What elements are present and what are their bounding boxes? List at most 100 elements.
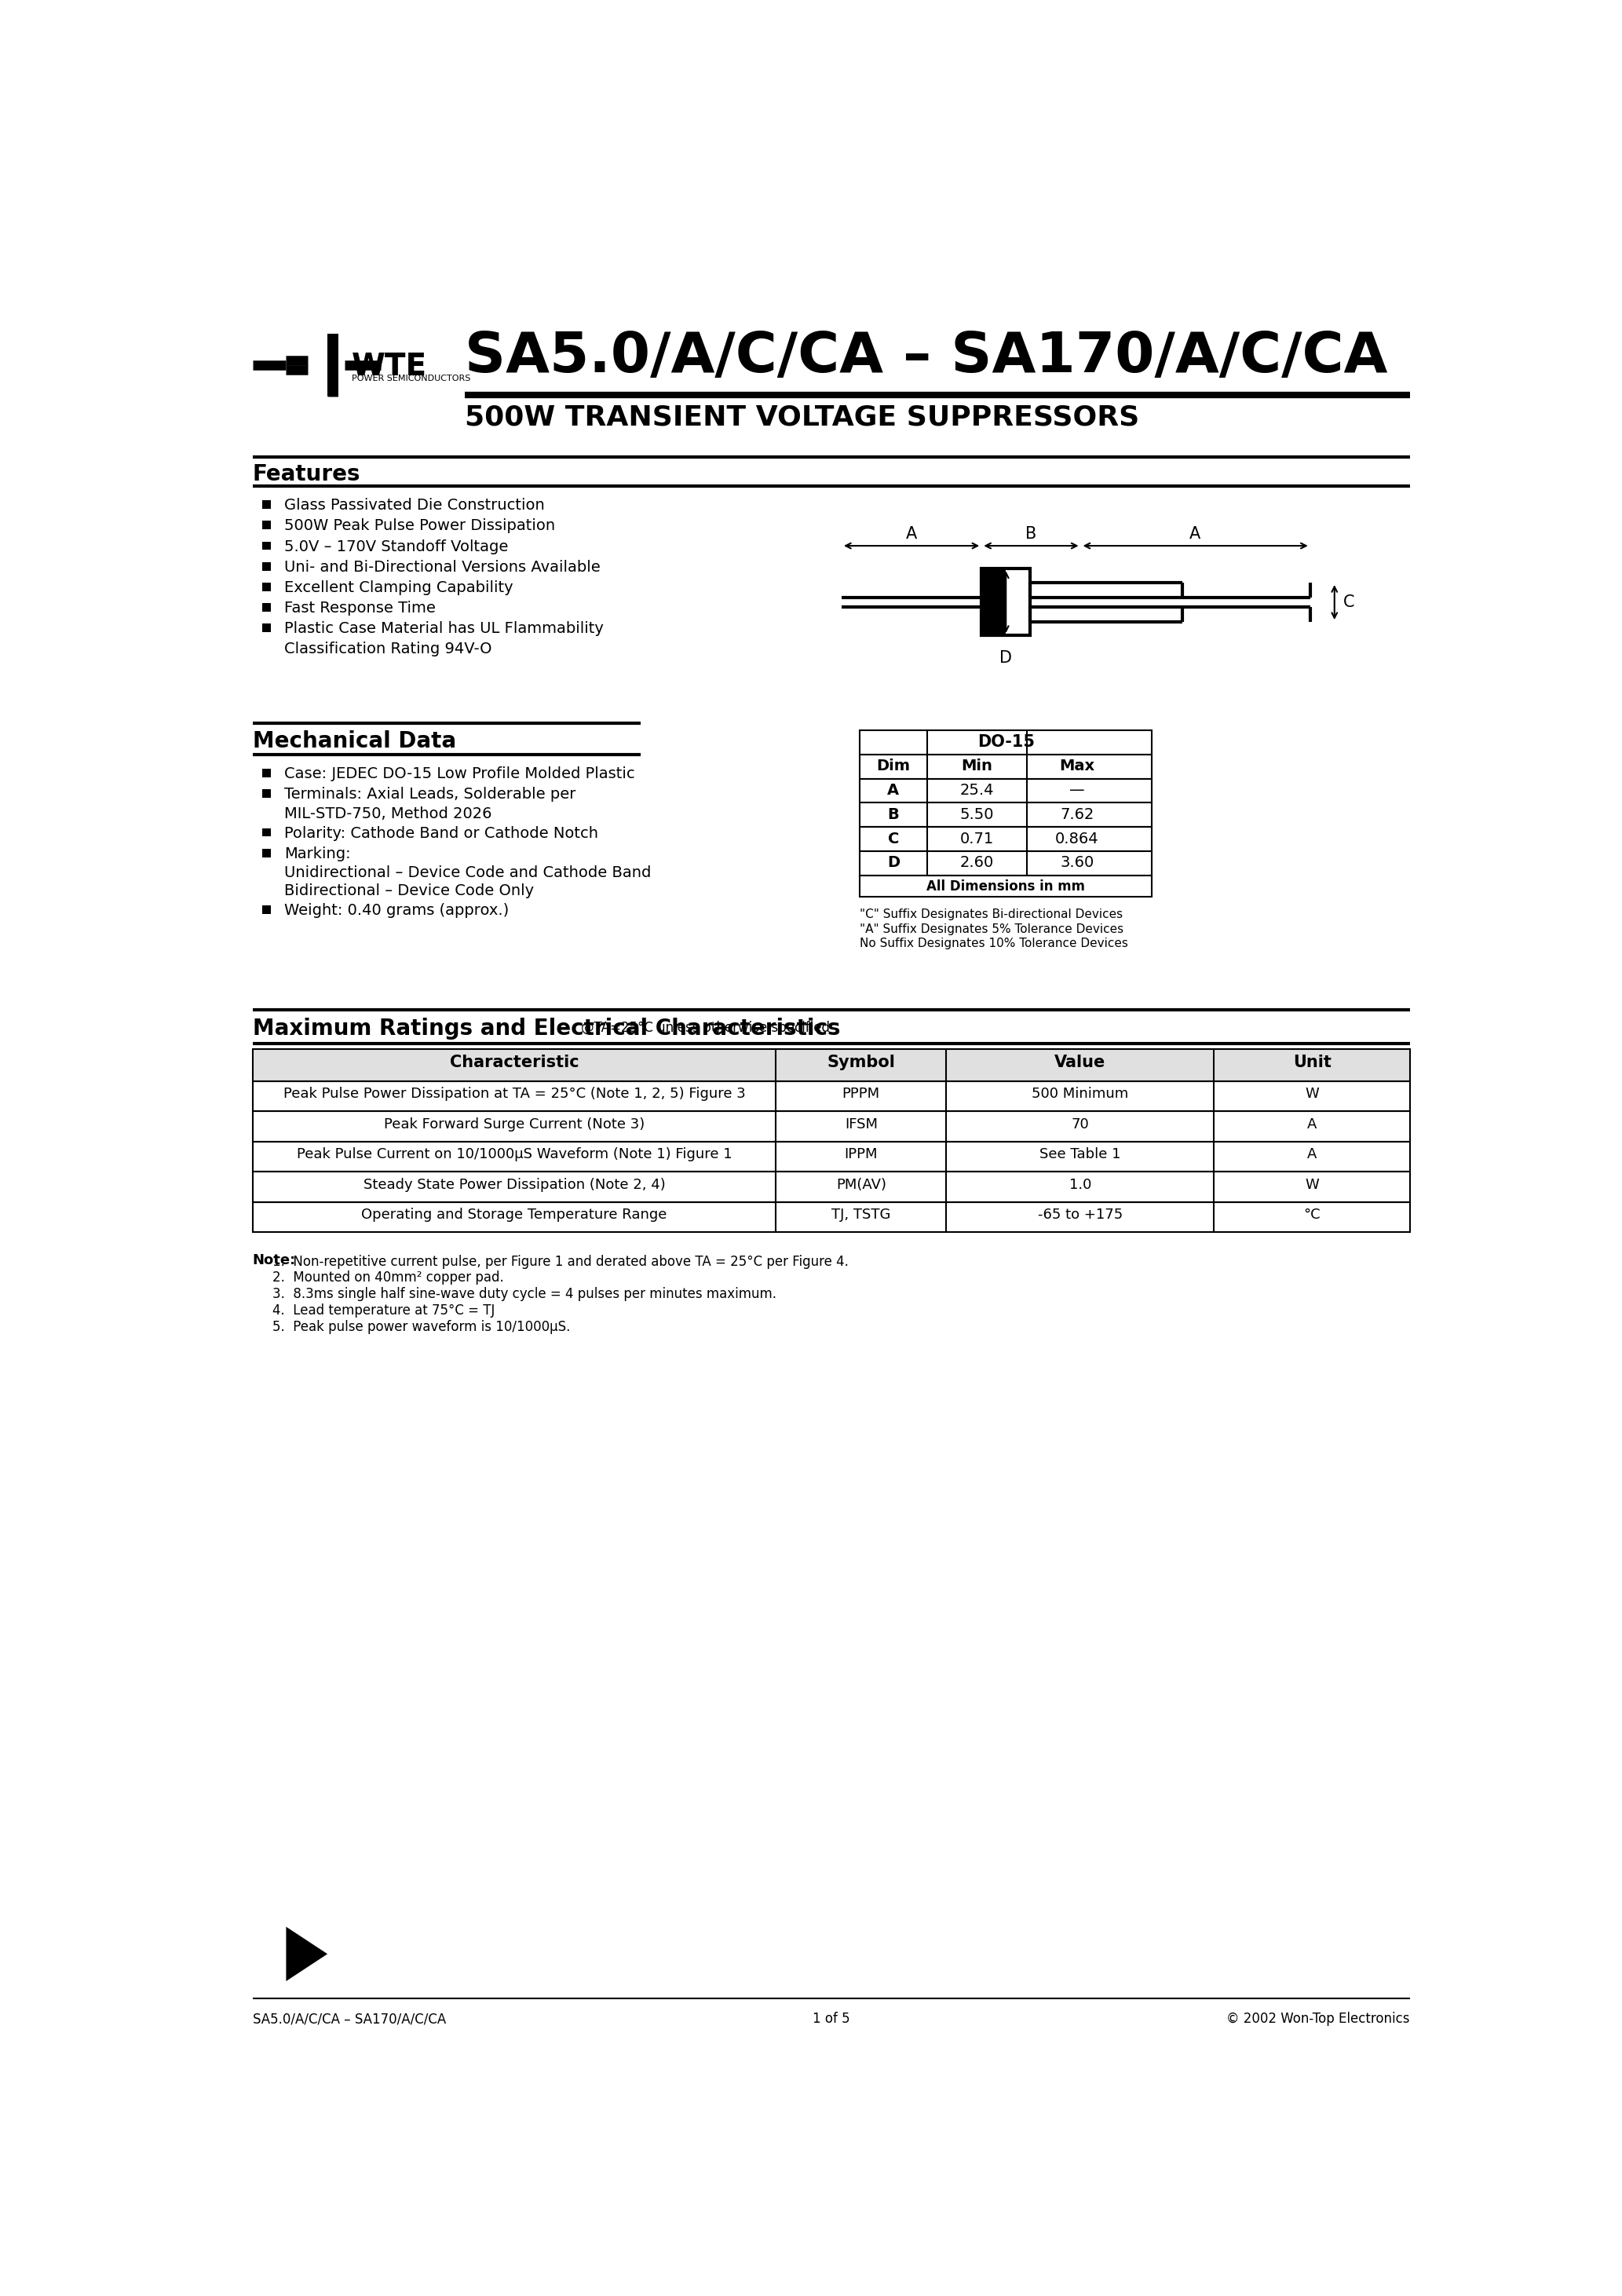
Text: Dim: Dim <box>876 758 910 774</box>
Text: °C: °C <box>1304 1208 1320 1221</box>
Text: Polarity: Cathode Band or Cathode Notch: Polarity: Cathode Band or Cathode Notch <box>284 827 599 840</box>
Text: Steady State Power Dissipation (Note 2, 4): Steady State Power Dissipation (Note 2, … <box>363 1178 665 1192</box>
Text: C: C <box>887 831 899 847</box>
Text: Marking:: Marking: <box>284 847 350 861</box>
Bar <box>860 852 1152 875</box>
Bar <box>263 542 271 551</box>
Text: —: — <box>1069 783 1085 797</box>
Text: -65 to +175: -65 to +175 <box>1038 1208 1122 1221</box>
Text: No Suffix Designates 10% Tolerance Devices: No Suffix Designates 10% Tolerance Devic… <box>860 937 1129 948</box>
Text: PM(AV): PM(AV) <box>835 1178 886 1192</box>
Bar <box>860 730 1152 755</box>
Text: Fast Response Time: Fast Response Time <box>284 602 436 615</box>
Text: 1 of 5: 1 of 5 <box>813 2011 850 2025</box>
Text: W: W <box>1306 1086 1319 1102</box>
Bar <box>263 625 271 631</box>
Bar <box>253 1049 1410 1081</box>
Bar <box>860 827 1152 852</box>
Text: WTE: WTE <box>352 351 427 381</box>
Bar <box>263 583 271 590</box>
Text: Value: Value <box>1054 1054 1106 1070</box>
Text: A: A <box>1307 1148 1317 1162</box>
Bar <box>860 804 1152 827</box>
Text: Peak Pulse Power Dissipation at TA = 25°C (Note 1, 2, 5) Figure 3: Peak Pulse Power Dissipation at TA = 25°… <box>284 1086 746 1102</box>
Text: Classification Rating 94V-O: Classification Rating 94V-O <box>284 643 491 657</box>
Bar <box>263 521 271 530</box>
Text: Unidirectional – Device Code and Cathode Band: Unidirectional – Device Code and Cathode… <box>284 866 650 882</box>
Text: Plastic Case Material has UL Flammability: Plastic Case Material has UL Flammabilit… <box>284 622 603 636</box>
Text: SA5.0/A/C/CA – SA170/A/C/CA: SA5.0/A/C/CA – SA170/A/C/CA <box>253 2011 446 2025</box>
Polygon shape <box>285 1926 328 1981</box>
Text: 7.62: 7.62 <box>1061 806 1095 822</box>
Text: @TA=25°C unless otherwise specified: @TA=25°C unless otherwise specified <box>581 1022 829 1035</box>
Bar <box>263 790 271 799</box>
Bar <box>263 829 271 836</box>
Text: IFSM: IFSM <box>845 1118 878 1132</box>
Text: 500W Peak Pulse Power Dissipation: 500W Peak Pulse Power Dissipation <box>284 519 555 533</box>
Text: Weight: 0.40 grams (approx.): Weight: 0.40 grams (approx.) <box>284 902 509 918</box>
Text: SA5.0/A/C/CA – SA170/A/C/CA: SA5.0/A/C/CA – SA170/A/C/CA <box>464 331 1387 383</box>
Text: Terminals: Axial Leads, Solderable per: Terminals: Axial Leads, Solderable per <box>284 788 576 801</box>
Text: D: D <box>887 856 900 870</box>
Text: © 2002 Won-Top Electronics: © 2002 Won-Top Electronics <box>1226 2011 1410 2025</box>
Bar <box>981 569 1006 636</box>
Text: Case: JEDEC DO-15 Low Profile Molded Plastic: Case: JEDEC DO-15 Low Profile Molded Pla… <box>284 767 634 781</box>
Text: 4.  Lead temperature at 75°C = TJ: 4. Lead temperature at 75°C = TJ <box>272 1304 495 1318</box>
Bar <box>263 850 271 856</box>
Text: Uni- and Bi-Directional Versions Available: Uni- and Bi-Directional Versions Availab… <box>284 560 600 574</box>
Bar <box>860 755 1152 778</box>
Text: Peak Pulse Current on 10/1000μS Waveform (Note 1) Figure 1: Peak Pulse Current on 10/1000μS Waveform… <box>297 1148 732 1162</box>
Text: A: A <box>1307 1118 1317 1132</box>
Text: Features: Features <box>253 464 360 484</box>
Text: 5.  Peak pulse power waveform is 10/1000μS.: 5. Peak pulse power waveform is 10/1000μ… <box>272 1320 569 1334</box>
Text: 500W TRANSIENT VOLTAGE SUPPRESSORS: 500W TRANSIENT VOLTAGE SUPPRESSORS <box>464 404 1139 429</box>
Text: Maximum Ratings and Electrical Characteristics: Maximum Ratings and Electrical Character… <box>253 1017 840 1040</box>
Text: "C" Suffix Designates Bi-directional Devices: "C" Suffix Designates Bi-directional Dev… <box>860 909 1122 921</box>
Text: 5.50: 5.50 <box>960 806 994 822</box>
Text: 70: 70 <box>1071 1118 1088 1132</box>
Text: 0.864: 0.864 <box>1056 831 1100 847</box>
Text: C: C <box>1343 595 1354 611</box>
Bar <box>253 1171 1410 1201</box>
Text: Operating and Storage Temperature Range: Operating and Storage Temperature Range <box>362 1208 667 1221</box>
Text: Excellent Clamping Capability: Excellent Clamping Capability <box>284 581 513 595</box>
Bar <box>263 905 271 914</box>
Text: MIL-STD-750, Method 2026: MIL-STD-750, Method 2026 <box>284 806 491 822</box>
Bar <box>253 1111 1410 1141</box>
Bar <box>253 1049 1410 1081</box>
Text: 1.  Non-repetitive current pulse, per Figure 1 and derated above TA = 25°C per F: 1. Non-repetitive current pulse, per Fig… <box>272 1254 848 1267</box>
Text: Mechanical Data: Mechanical Data <box>253 730 456 753</box>
Bar <box>253 1141 1410 1171</box>
Text: 3.  8.3ms single half sine-wave duty cycle = 4 pulses per minutes maximum.: 3. 8.3ms single half sine-wave duty cycl… <box>272 1288 777 1302</box>
Text: Note:: Note: <box>253 1254 297 1267</box>
Text: Symbol: Symbol <box>827 1054 895 1070</box>
Text: B: B <box>1025 526 1036 542</box>
Bar <box>263 769 271 778</box>
Text: 5.0V – 170V Standoff Voltage: 5.0V – 170V Standoff Voltage <box>284 540 508 553</box>
Text: Glass Passivated Die Construction: Glass Passivated Die Construction <box>284 498 545 512</box>
Bar <box>253 1081 1410 1111</box>
Bar <box>263 501 271 510</box>
Text: 1.0: 1.0 <box>1069 1178 1092 1192</box>
Text: Characteristic: Characteristic <box>449 1054 579 1070</box>
Text: Max: Max <box>1059 758 1095 774</box>
Text: A: A <box>887 783 899 797</box>
Text: POWER SEMICONDUCTORS: POWER SEMICONDUCTORS <box>352 374 470 383</box>
Text: A: A <box>907 526 916 542</box>
Text: "A" Suffix Designates 5% Tolerance Devices: "A" Suffix Designates 5% Tolerance Devic… <box>860 923 1124 934</box>
Text: Min: Min <box>962 758 993 774</box>
Text: Peak Forward Surge Current (Note 3): Peak Forward Surge Current (Note 3) <box>384 1118 644 1132</box>
Text: W: W <box>1306 1178 1319 1192</box>
Text: IPPM: IPPM <box>845 1148 878 1162</box>
Bar <box>860 778 1152 804</box>
Text: All Dimensions in mm: All Dimensions in mm <box>926 879 1085 893</box>
Text: B: B <box>887 806 899 822</box>
Text: 25.4: 25.4 <box>960 783 994 797</box>
Bar <box>981 569 1030 636</box>
Bar <box>263 604 271 611</box>
Bar <box>253 1201 1410 1233</box>
Text: 2.  Mounted on 40mm² copper pad.: 2. Mounted on 40mm² copper pad. <box>272 1270 503 1286</box>
Text: PPPM: PPPM <box>842 1086 881 1102</box>
Bar <box>263 563 271 572</box>
Text: Bidirectional – Device Code Only: Bidirectional – Device Code Only <box>284 884 534 898</box>
